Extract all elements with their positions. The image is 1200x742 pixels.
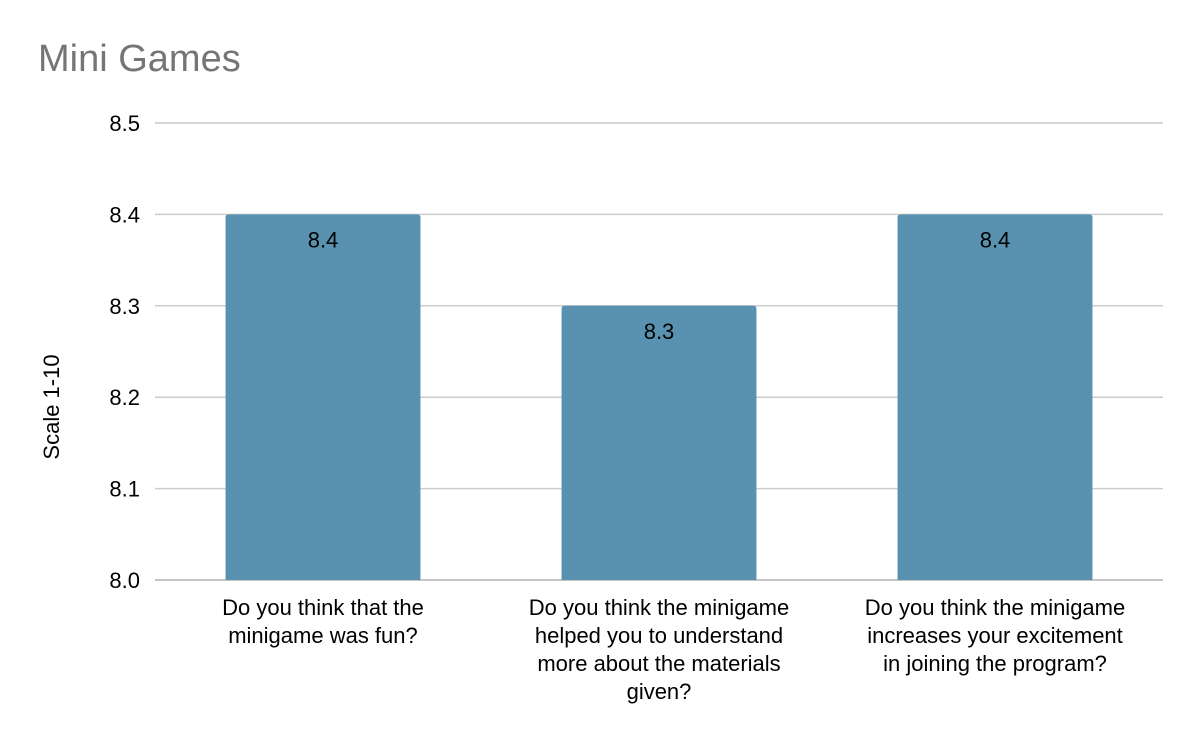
x-tick-label: Do you think that the minigame was fun? bbox=[222, 595, 424, 648]
bar bbox=[897, 214, 1093, 580]
x-tick-label-line: in joining the program? bbox=[883, 651, 1107, 676]
data-label: 8.3 bbox=[644, 319, 675, 344]
x-tick-label: Do you think the minigame increases your … bbox=[865, 595, 1125, 676]
x-tick-label-line: Do you think the minigame bbox=[865, 595, 1125, 620]
x-tick-label-line: minigame was fun? bbox=[228, 623, 418, 648]
x-tick-label-line: Do you think that the bbox=[222, 595, 424, 620]
x-tick-label-line: more about the materials bbox=[537, 651, 780, 676]
x-tick-label-line: increases your excitement bbox=[867, 623, 1123, 648]
y-tick-label: 8.2 bbox=[109, 385, 140, 410]
data-label: 8.4 bbox=[308, 227, 339, 252]
data-label: 8.4 bbox=[980, 227, 1011, 252]
x-tick-label-line: given? bbox=[627, 679, 692, 704]
bar bbox=[225, 214, 421, 580]
y-tick-label: 8.1 bbox=[109, 477, 140, 502]
x-tick-label-line: Do you think the minigame bbox=[529, 595, 789, 620]
chart-title: Mini Games bbox=[38, 38, 241, 80]
y-tick-label: 8.4 bbox=[109, 202, 140, 227]
y-tick-label: 8.5 bbox=[109, 111, 140, 136]
y-tick-label: 8.3 bbox=[109, 294, 140, 319]
y-tick-label: 8.0 bbox=[109, 568, 140, 593]
x-tick-label: Do you think the minigame helped you to u… bbox=[529, 595, 789, 704]
x-tick-label-line: helped you to understand bbox=[535, 623, 783, 648]
bar bbox=[561, 305, 757, 580]
